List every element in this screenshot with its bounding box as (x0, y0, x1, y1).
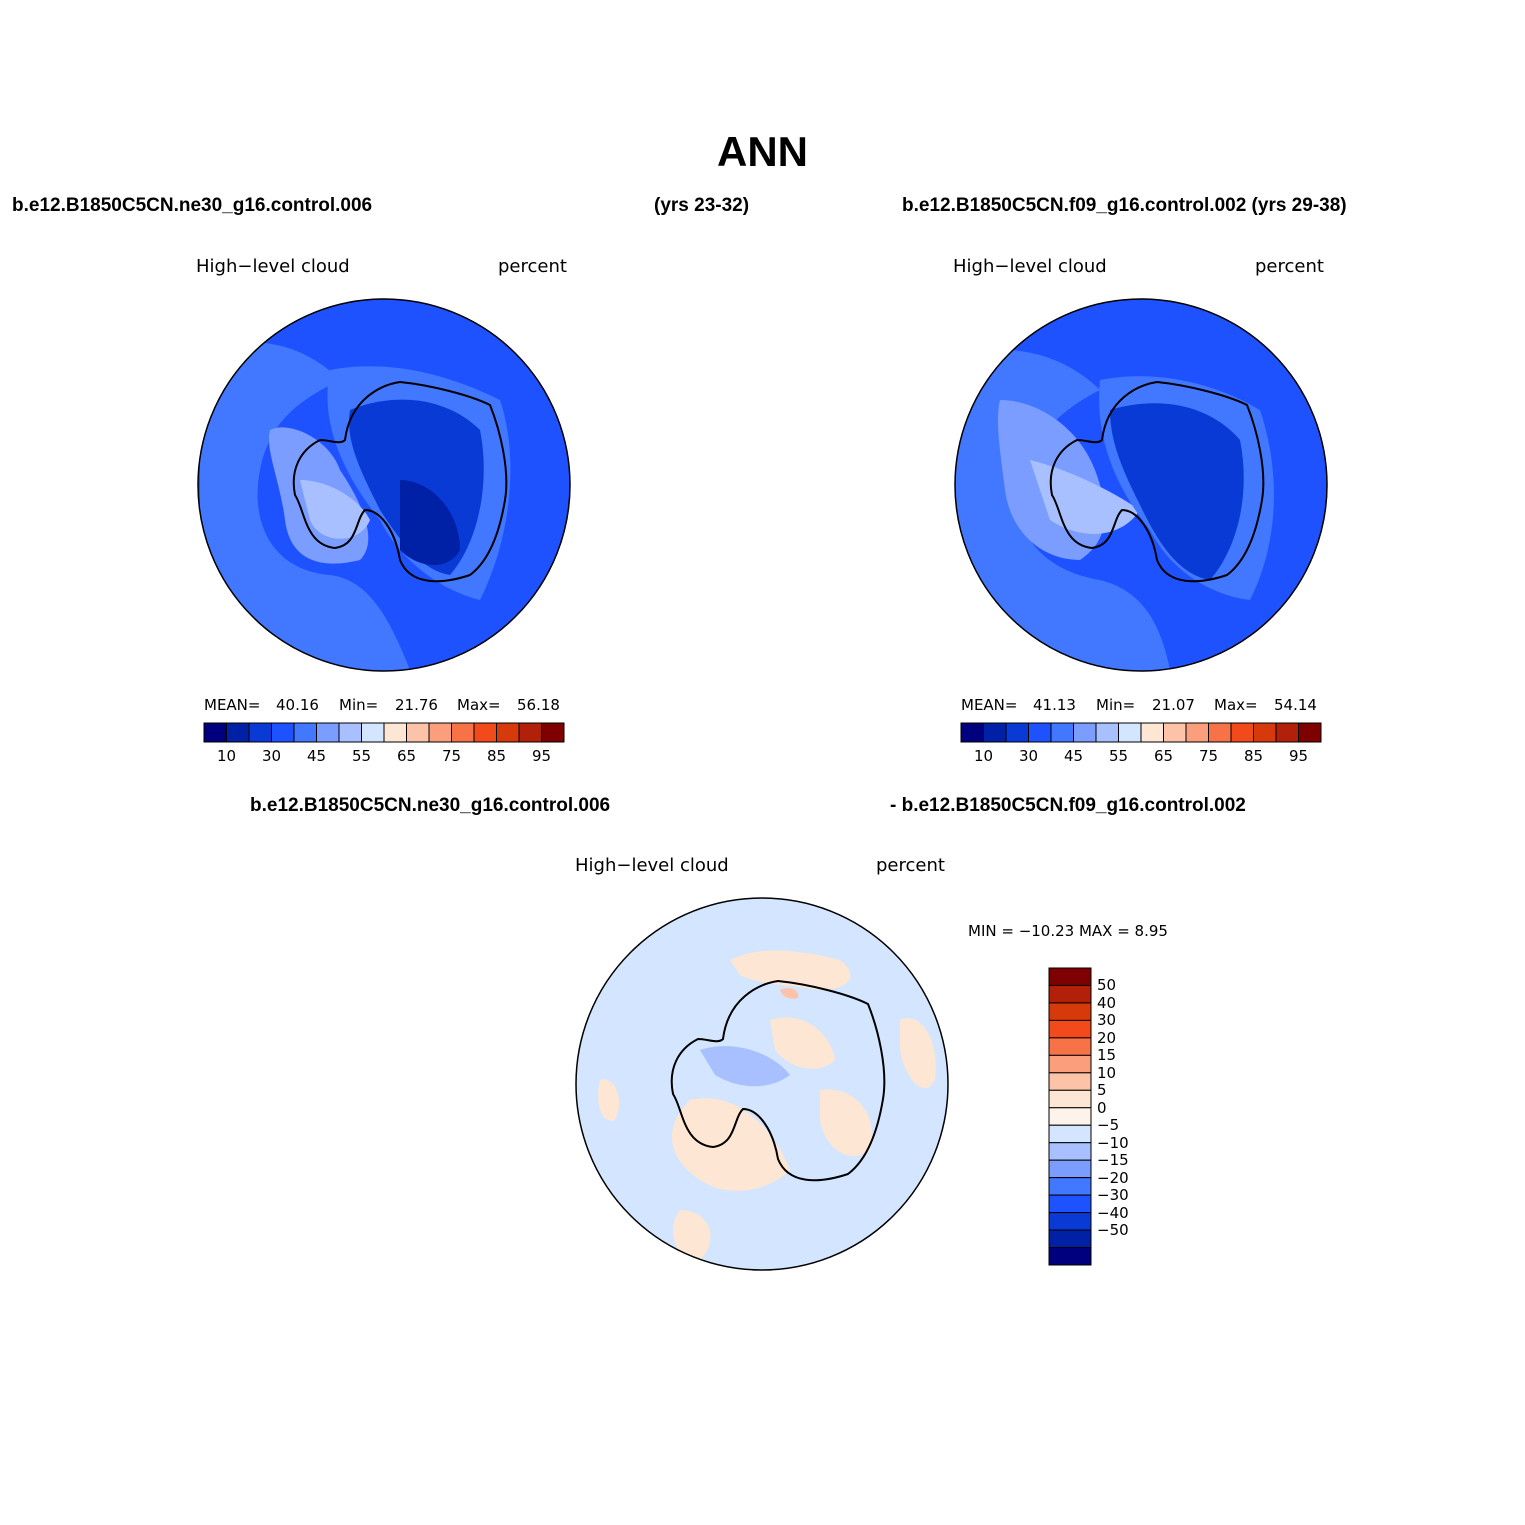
colorbar-tick-label: 30 (261, 747, 282, 765)
colorbar-swatch (1048, 984, 1092, 1004)
panel1-mean: 40.16 (276, 696, 319, 714)
colorbar-swatch (1048, 1054, 1092, 1074)
colorbar-tick-label: 10 (1097, 1063, 1117, 1082)
diff-title-right: - b.e12.B1850C5CN.f09_g16.control.002 (890, 795, 1246, 816)
colorbar-tick-label: 5 (1097, 1081, 1107, 1100)
panel1-min: 21.76 (395, 696, 438, 714)
colorbar-tick-label: 55 (351, 747, 372, 765)
diff-title-left: b.e12.B1850C5CN.ne30_g16.control.006 (250, 795, 611, 816)
colorbar-tick-label: 20 (1097, 1028, 1117, 1047)
panel1-colorbar (203, 722, 565, 743)
colorbar-tick-label: 15 (1097, 1046, 1117, 1065)
colorbar-tick-label: 95 (1288, 747, 1309, 765)
colorbar-swatch (1048, 1212, 1092, 1231)
colorbar-tick-label: 65 (396, 747, 417, 765)
colorbar-swatch (1048, 1159, 1092, 1179)
panel2-max: 54.14 (1274, 696, 1317, 714)
colorbar-tick-label: 65 (1153, 747, 1174, 765)
colorbar-tick-label: 50 (1097, 976, 1117, 995)
colorbar-tick-label: 30 (1018, 747, 1039, 765)
panel3-antarctica-coastline (670, 979, 886, 1182)
case1-years: (yrs 23-32) (654, 195, 750, 216)
colorbar-tick-label: 55 (1108, 747, 1129, 765)
colorbar-swatch (1048, 1194, 1092, 1214)
colorbar-tick-label: −40 (1097, 1203, 1129, 1222)
colorbar-tick-label: −10 (1097, 1133, 1129, 1152)
panel2-variable: High−level cloud (953, 256, 1107, 277)
panel1-units: percent (498, 256, 567, 277)
colorbar-swatch (1048, 1177, 1092, 1196)
panel3-variable: High−level cloud (575, 855, 729, 876)
colorbar-tick-label: 10 (973, 747, 994, 765)
colorbar-tick-label: 0 (1097, 1098, 1107, 1117)
panel1-mean-label: MEAN= (204, 696, 261, 714)
colorbar-tick-label: 85 (486, 747, 507, 765)
colorbar-tick-label: 10 (216, 747, 237, 765)
colorbar-swatch (1048, 1019, 1092, 1039)
colorbar-tick-label: −30 (1097, 1186, 1129, 1205)
panel2-mean-label: MEAN= (961, 696, 1018, 714)
case2-label: b.e12.B1850C5CN.f09_g16.control.002 (yrs… (902, 195, 1347, 216)
colorbar-swatch (1048, 1247, 1092, 1266)
colorbar-swatch (1048, 1124, 1092, 1144)
colorbar-tick-label: 45 (306, 747, 327, 765)
colorbar-swatch (1298, 722, 1322, 743)
panel3-units: percent (876, 855, 945, 876)
figure-title: ANN (717, 128, 808, 175)
colorbar-tick-label: 30 (1097, 1011, 1117, 1030)
colorbar-tick-label: 40 (1097, 993, 1117, 1012)
panel1-antarctica-coastline (292, 380, 508, 583)
panel1-variable: High−level cloud (196, 256, 350, 277)
colorbar-swatch (1048, 1142, 1092, 1161)
colorbar-tick-label: −15 (1097, 1151, 1129, 1170)
panel1-min-label: Min= (339, 696, 379, 714)
colorbar-swatch (541, 722, 565, 743)
panel2-mean: 41.13 (1033, 696, 1076, 714)
colorbar-swatch (1048, 1229, 1092, 1249)
colorbar-tick-label: 75 (1198, 747, 1219, 765)
colorbar-swatch (1048, 1089, 1092, 1109)
panel1-max: 56.18 (517, 696, 560, 714)
panel2-min-label: Min= (1096, 696, 1136, 714)
colorbar-swatch (1048, 967, 1092, 986)
case1-name: b.e12.B1850C5CN.ne30_g16.control.006 (12, 195, 373, 216)
colorbar-tick-label: 75 (441, 747, 462, 765)
panel2-min: 21.07 (1152, 696, 1195, 714)
colorbar-tick-label: −20 (1097, 1168, 1129, 1187)
panel2-antarctica-coastline (1049, 380, 1265, 583)
colorbar-swatch (1048, 1002, 1092, 1021)
colorbar-tick-label: −50 (1097, 1221, 1129, 1240)
panel3-colorbar (1048, 967, 1092, 1266)
colorbar-tick-label: 45 (1063, 747, 1084, 765)
colorbar-tick-label: 85 (1243, 747, 1264, 765)
colorbar-swatch (1048, 1072, 1092, 1091)
panel2-colorbar (960, 722, 1322, 743)
panel2-units: percent (1255, 256, 1324, 277)
colorbar-swatch (1048, 1037, 1092, 1056)
colorbar-swatch (1048, 1107, 1092, 1126)
panel2-max-label: Max= (1214, 696, 1258, 714)
colorbar-tick-label: −5 (1097, 1116, 1120, 1135)
panel1-max-label: Max= (457, 696, 501, 714)
panel3-minmax: MIN = −10.23 MAX = 8.95 (968, 922, 1168, 940)
colorbar-tick-label: 95 (531, 747, 552, 765)
